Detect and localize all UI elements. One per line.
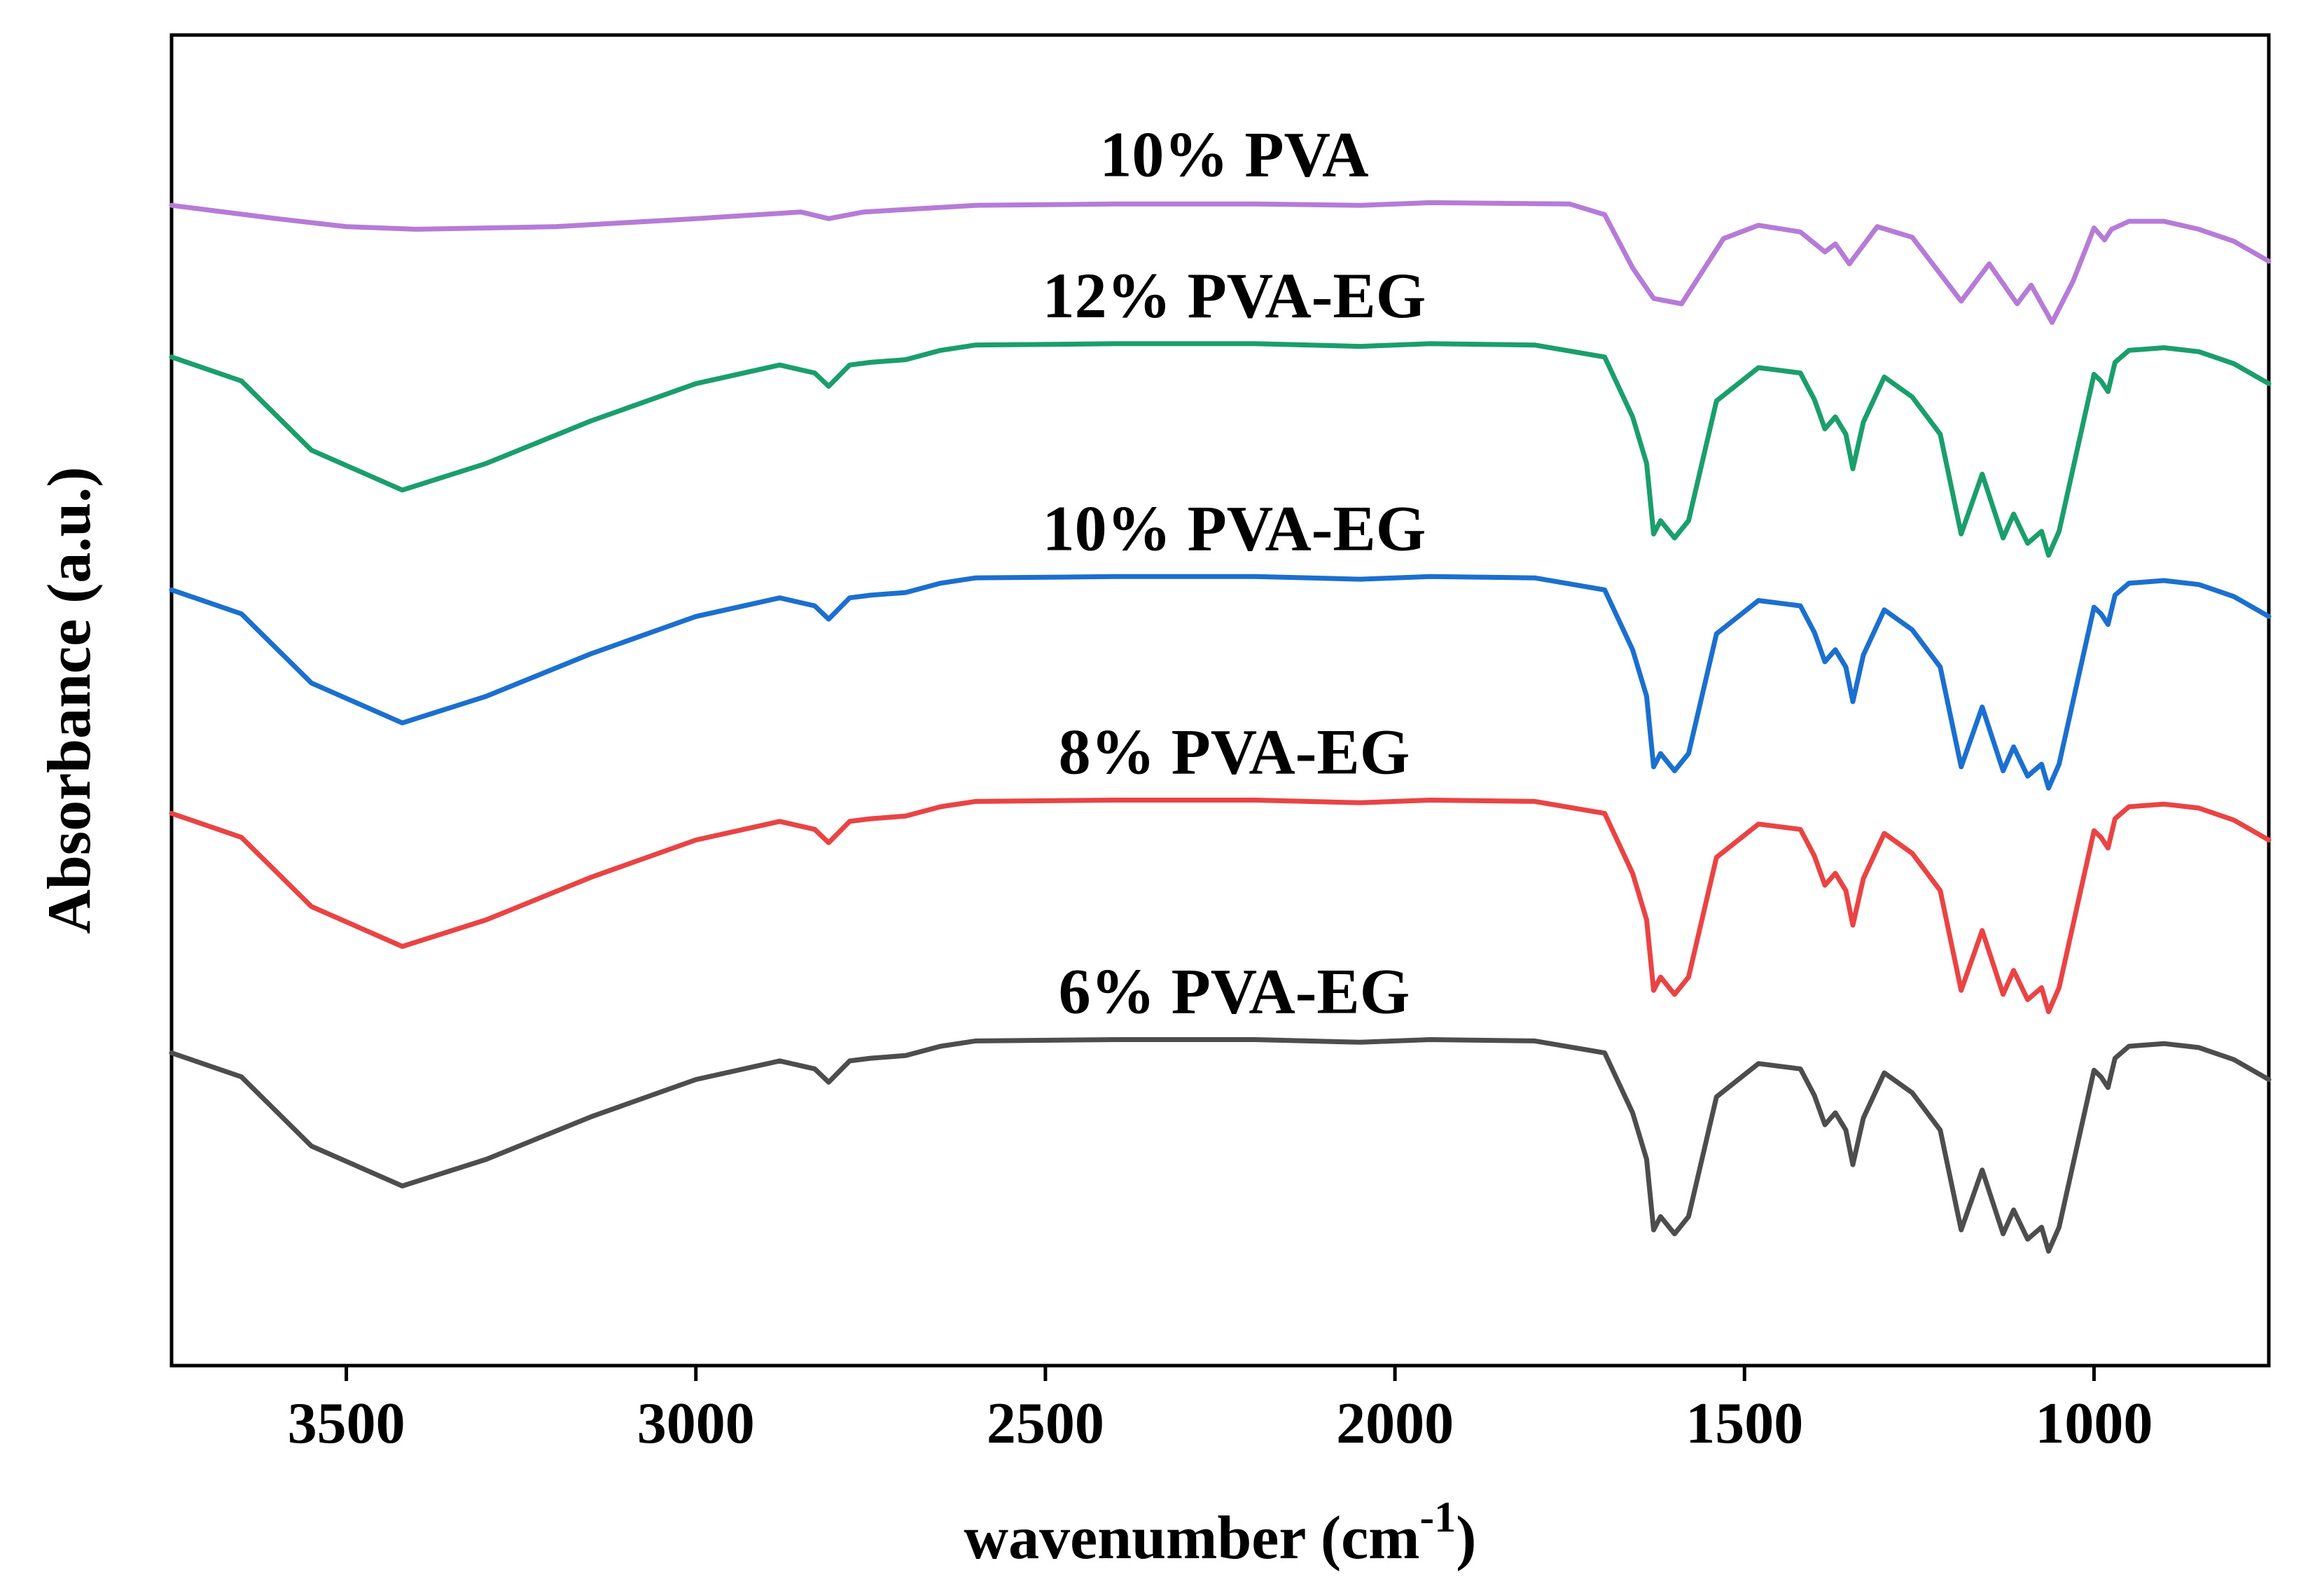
series-label-3: 8% PVA-EG (1059, 716, 1410, 788)
x-axis-label-main: wavenumber (cm (964, 1504, 1420, 1572)
series-line-4 (169, 1037, 2272, 1254)
x-tick-label-2500: 2500 (987, 1391, 1104, 1456)
x-axis-label: wavenumber (cm-1) (964, 1494, 1477, 1572)
plot-frame (169, 33, 2271, 1368)
series-label-4: 6% PVA-EG (1059, 956, 1410, 1027)
series-label-0: 10% PVA (1099, 118, 1368, 190)
series-layer (169, 200, 2272, 1254)
x-tick-label-3000: 3000 (637, 1391, 755, 1456)
x-axis-label-close: ) (1456, 1504, 1476, 1572)
series-line-1 (169, 341, 2272, 558)
x-tick-label-3500: 3500 (288, 1391, 405, 1456)
x-tick-label-1500: 1500 (1685, 1391, 1803, 1456)
x-tick-label-2000: 2000 (1336, 1391, 1454, 1456)
series-line-0 (169, 200, 2272, 325)
series-line-2 (169, 574, 2272, 791)
x-axis-ticks: 3500 3000 2500 2000 1500 1000 (288, 1366, 2153, 1456)
x-axis-label-superscript: -1 (1419, 1494, 1456, 1541)
series-labels: 10% PVA 12% PVA-EG 10% PVA-EG 8% PVA-EG 6% P… (1043, 118, 1426, 1027)
y-axis-label: Absorbance (a.u.) (36, 466, 104, 934)
series-line-3 (169, 798, 2272, 1015)
series-label-1: 12% PVA-EG (1043, 260, 1426, 331)
series-label-2: 10% PVA-EG (1043, 492, 1426, 564)
x-tick-label-1000: 1000 (2035, 1391, 2153, 1456)
